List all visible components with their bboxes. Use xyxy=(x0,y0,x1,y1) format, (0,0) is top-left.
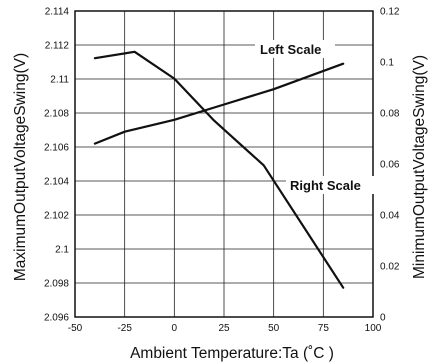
x-tick-label: 50 xyxy=(268,323,280,334)
x-tick-label: -50 xyxy=(68,323,83,334)
left-scale-label: Left Scale xyxy=(260,42,321,57)
x-tick-label: 0 xyxy=(172,323,178,334)
y-right-tick-label: 0.02 xyxy=(380,262,400,273)
y-left-tick-label: 2.098 xyxy=(44,279,69,290)
y-left-tick-label: 2.096 xyxy=(44,313,69,324)
y-left-tick-label: 2.114 xyxy=(45,7,70,18)
y-left-tick-label: 2.104 xyxy=(44,177,69,188)
y-left-tick-label: 2.11 xyxy=(50,75,69,86)
y-right-tick-label: 0 xyxy=(380,313,386,324)
y-left-tick-label: 2.112 xyxy=(45,41,70,52)
x-tick-labels: -50 -25 0 25 50 75 100 xyxy=(68,323,382,334)
y-left-tick-label: 2.102 xyxy=(44,211,69,222)
x-tick-label: 75 xyxy=(318,323,330,334)
y-left-tick-labels: 2.096 2.098 2.1 2.102 2.104 2.106 2.108 2.11 2.1… xyxy=(44,7,69,324)
right-scale-label-bg xyxy=(286,176,374,194)
left-scale-label-bg xyxy=(255,40,335,58)
y-right-tick-label: 0.04 xyxy=(380,211,400,222)
plot-frame xyxy=(74,10,374,318)
y-right-axis-title: MinimumOutputVoltageSwing(V) xyxy=(411,55,428,279)
x-tick-label: 100 xyxy=(365,323,382,334)
y-left-tick-label: 2.106 xyxy=(44,143,69,154)
series-lines xyxy=(93,50,345,289)
y-right-tick-label: 0.12 xyxy=(380,7,400,18)
x-axis-title: Ambient Temperature:Ta (˚C ) xyxy=(130,345,334,362)
y-right-tick-labels: 0 0.02 0.04 0.06 0.08 0.1 0.12 xyxy=(380,7,400,324)
y-left-tick-label: 2.1 xyxy=(55,245,69,256)
right-scale-series-line xyxy=(93,50,345,289)
y-left-axis-title: MaximumOutputVoltageSwing(V) xyxy=(12,53,29,281)
left-scale-series-line xyxy=(93,62,345,145)
y-right-tick-label: 0.1 xyxy=(380,58,394,69)
y-right-tick-label: 0.06 xyxy=(380,160,400,171)
y-left-tick-label: 2.108 xyxy=(44,109,69,120)
x-tick-label: 25 xyxy=(218,323,230,334)
x-tick-label: -25 xyxy=(117,323,132,334)
right-scale-label: Right Scale xyxy=(290,178,361,193)
y-right-tick-label: 0.08 xyxy=(380,109,400,120)
